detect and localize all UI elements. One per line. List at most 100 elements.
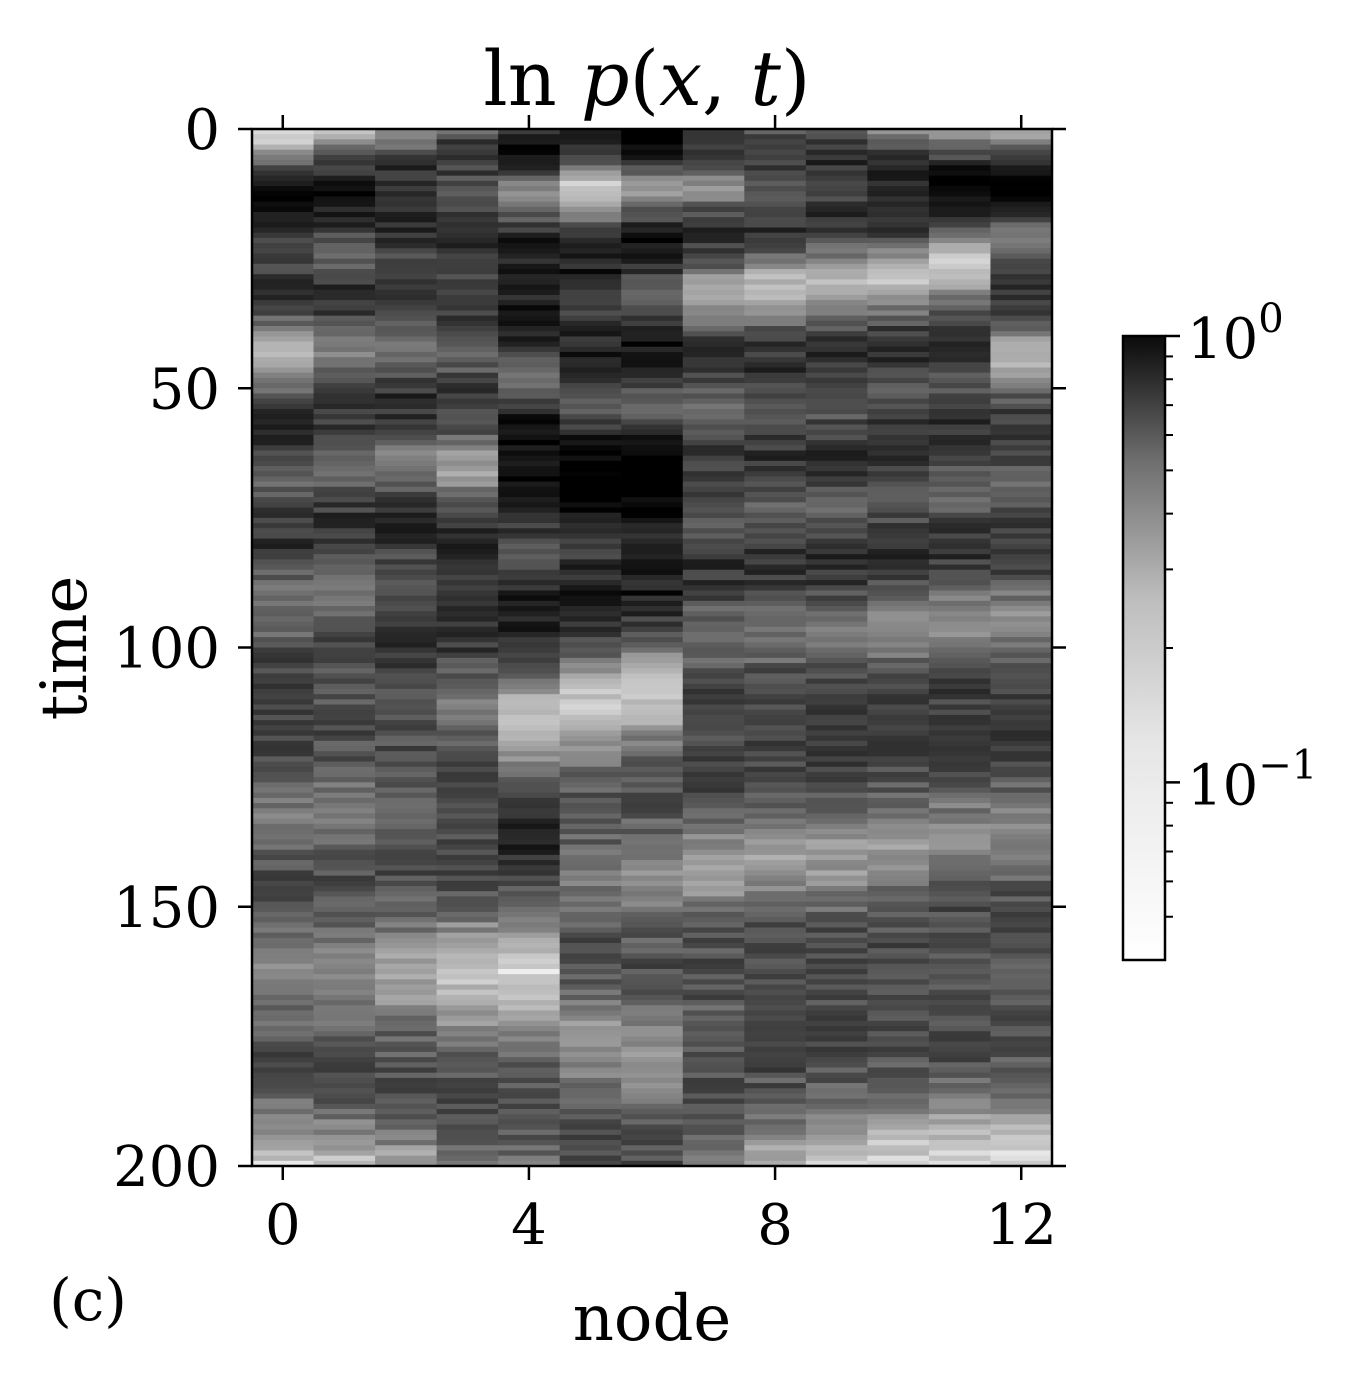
heatmap-cell bbox=[805, 1114, 868, 1120]
heatmap-cell bbox=[498, 854, 561, 861]
heatmap-cell bbox=[682, 186, 745, 192]
heatmap-cell bbox=[928, 730, 991, 737]
heatmap-cell bbox=[436, 1083, 499, 1089]
heatmap-cell bbox=[621, 305, 684, 311]
heatmap-cell bbox=[436, 398, 499, 405]
heatmap-cell bbox=[682, 149, 745, 156]
heatmap-cell bbox=[375, 445, 438, 451]
heatmap-cell bbox=[498, 300, 561, 306]
heatmap-cell bbox=[621, 1083, 684, 1089]
heatmap-cell bbox=[744, 554, 807, 560]
heatmap-cell bbox=[498, 554, 561, 560]
heatmap-cell bbox=[805, 683, 868, 690]
heatmap-cell bbox=[867, 1036, 930, 1042]
heatmap-cell bbox=[559, 1140, 622, 1146]
heatmap-cell bbox=[744, 1005, 807, 1011]
heatmap-cell bbox=[313, 606, 376, 612]
heatmap-cell bbox=[559, 211, 622, 218]
heatmap-cell bbox=[313, 460, 376, 467]
heatmap-cell bbox=[498, 170, 561, 177]
heatmap-cell bbox=[682, 497, 745, 503]
heatmap-cell bbox=[375, 901, 438, 908]
heatmap-cell bbox=[621, 414, 684, 420]
heatmap-cell bbox=[313, 497, 376, 503]
heatmap-cell bbox=[498, 803, 561, 809]
heatmap-cell bbox=[805, 310, 868, 317]
heatmap-cell bbox=[682, 543, 745, 550]
heatmap-cell bbox=[559, 398, 622, 405]
heatmap-cell bbox=[313, 756, 376, 762]
heatmap-cell bbox=[682, 165, 745, 171]
heatmap-cell bbox=[867, 911, 930, 918]
heatmap-cell bbox=[313, 180, 376, 187]
heatmap-cell bbox=[313, 206, 376, 213]
heatmap-cell bbox=[252, 1020, 314, 1027]
heatmap-cell bbox=[682, 870, 745, 877]
heatmap-cell bbox=[928, 631, 991, 638]
heatmap-cell bbox=[313, 1000, 376, 1006]
heatmap-cell bbox=[375, 626, 438, 633]
heatmap-cell bbox=[744, 346, 807, 353]
heatmap-cell bbox=[559, 891, 622, 897]
heatmap-cell bbox=[805, 569, 868, 576]
heatmap-cell bbox=[436, 1077, 499, 1084]
heatmap-cell bbox=[928, 258, 991, 265]
heatmap-cell bbox=[313, 393, 376, 400]
heatmap-cell bbox=[252, 668, 314, 674]
heatmap-cell bbox=[682, 1010, 745, 1017]
heatmap-cell bbox=[559, 414, 622, 420]
heatmap-cell bbox=[744, 574, 807, 581]
heatmap-cell bbox=[867, 1051, 930, 1058]
heatmap-cell bbox=[498, 227, 561, 234]
heatmap-cell bbox=[252, 144, 314, 151]
heatmap-cell bbox=[928, 165, 991, 171]
heatmap-cell bbox=[867, 1088, 930, 1094]
heatmap-cell bbox=[805, 253, 868, 260]
heatmap-cell bbox=[252, 1077, 314, 1084]
heatmap-cell bbox=[313, 129, 376, 135]
heatmap-cell bbox=[436, 144, 499, 151]
heatmap-cell bbox=[252, 310, 314, 317]
heatmap-cell bbox=[375, 134, 438, 140]
heatmap-cell bbox=[682, 419, 745, 425]
heatmap-cell bbox=[867, 1129, 930, 1136]
heatmap-cell bbox=[621, 1103, 684, 1110]
heatmap-cell bbox=[867, 191, 930, 197]
heatmap-cell bbox=[805, 217, 868, 223]
heatmap-cell bbox=[375, 896, 438, 902]
heatmap-cell bbox=[313, 548, 376, 555]
heatmap-cell bbox=[621, 777, 684, 783]
heatmap-cell bbox=[805, 523, 868, 529]
heatmap-cell bbox=[621, 362, 684, 368]
heatmap-cell bbox=[313, 688, 376, 695]
heatmap-cell bbox=[682, 211, 745, 218]
heatmap-cell bbox=[375, 865, 438, 871]
heatmap-cell bbox=[375, 1062, 438, 1068]
heatmap-cell bbox=[252, 787, 314, 794]
heatmap-cell bbox=[867, 580, 930, 586]
heatmap-cell bbox=[867, 652, 930, 659]
heatmap-cell bbox=[928, 372, 991, 379]
heatmap-cell bbox=[436, 714, 499, 721]
heatmap-cell bbox=[744, 450, 807, 457]
heatmap-cell bbox=[498, 523, 561, 529]
heatmap-cells bbox=[252, 129, 1053, 1167]
heatmap-cell bbox=[990, 1026, 1053, 1032]
heatmap-cell bbox=[498, 777, 561, 783]
heatmap-cell bbox=[744, 875, 807, 882]
heatmap-cell bbox=[621, 279, 684, 285]
heatmap-cell bbox=[744, 274, 807, 280]
heatmap-cell bbox=[928, 974, 991, 980]
heatmap-cell bbox=[375, 813, 438, 819]
heatmap-cell bbox=[621, 683, 684, 690]
heatmap-cell bbox=[621, 580, 684, 586]
heatmap-cell bbox=[313, 388, 376, 394]
heatmap-cell bbox=[805, 668, 868, 674]
heatmap-cell bbox=[867, 1031, 930, 1037]
heatmap-cell bbox=[682, 258, 745, 265]
heatmap-cell bbox=[682, 580, 745, 586]
heatmap-cell bbox=[744, 611, 807, 617]
heatmap-cell bbox=[805, 979, 868, 985]
heatmap-cell bbox=[252, 994, 314, 1001]
heatmap-cell bbox=[990, 445, 1053, 451]
